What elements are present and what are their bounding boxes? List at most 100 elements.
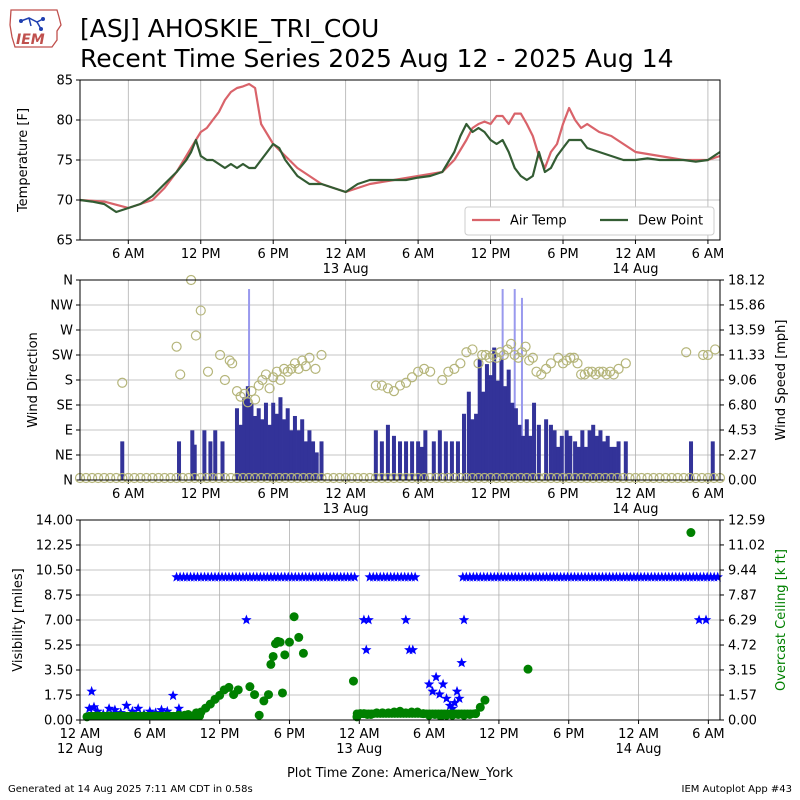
wind-speed-bar bbox=[202, 430, 207, 480]
wind-speed-bar bbox=[319, 441, 324, 480]
visibility-star bbox=[88, 701, 100, 712]
ceiling-marker bbox=[259, 696, 269, 706]
wind-direction-marker bbox=[388, 386, 400, 397]
wind-direction-marker bbox=[300, 361, 311, 372]
wind-direction-calm-marker bbox=[684, 472, 695, 484]
temp-ytick-label: 80 bbox=[56, 114, 73, 129]
wind-speed-bar bbox=[587, 430, 592, 480]
wind-speed-bar bbox=[710, 441, 715, 480]
wind-speed-bar bbox=[303, 441, 308, 480]
wind-direction-calm-marker bbox=[443, 472, 454, 484]
temp-xtick-label: 6 AM bbox=[112, 247, 145, 262]
wind-dir-tick-label: NW bbox=[50, 299, 73, 314]
wind-speed-bar bbox=[416, 441, 421, 480]
wind-direction-calm-marker bbox=[503, 472, 514, 484]
wind-direction-calm-marker bbox=[382, 472, 394, 484]
wind-direction-calm-marker bbox=[153, 472, 164, 484]
wind-xtick-label: 6 AM bbox=[402, 487, 435, 502]
wind-direction-calm-marker bbox=[678, 472, 689, 484]
wind-direction-calm-marker bbox=[569, 472, 581, 484]
wind-direction-calm-marker bbox=[171, 472, 182, 484]
wind-direction-marker bbox=[597, 366, 608, 377]
wind-direction-marker bbox=[246, 386, 257, 397]
wind-direction-marker bbox=[509, 349, 520, 361]
vis-xtick-label: 6 AM bbox=[134, 727, 167, 742]
visibility-star bbox=[127, 705, 138, 716]
wind-direction-marker bbox=[702, 349, 714, 361]
wind-direction-marker bbox=[286, 363, 297, 374]
legend-dew-point-label: Dew Point bbox=[638, 214, 703, 229]
temp-xtick-label: 6 PM bbox=[257, 247, 288, 262]
wind-speed-bar bbox=[190, 430, 195, 480]
wind-speed-bar bbox=[495, 380, 500, 480]
wind-dir-tick-label: NE bbox=[55, 449, 73, 464]
wind-direction-calm-marker bbox=[256, 472, 267, 484]
wind-direction-marker bbox=[275, 374, 286, 386]
wind-direction-marker bbox=[516, 347, 528, 358]
wind-speed-tick-label: 4.53 bbox=[728, 424, 757, 439]
temp-xtick-label: 6 PM bbox=[547, 247, 578, 262]
wind-speed-bar bbox=[292, 415, 297, 480]
wind-direction-calm-marker bbox=[400, 472, 412, 484]
wind-speed-bar bbox=[385, 424, 390, 480]
wind-direction-calm-marker bbox=[99, 472, 110, 484]
wind-direction-calm-marker bbox=[642, 472, 653, 484]
wind-speed-bar bbox=[278, 397, 283, 480]
vis-xtick-label: 12 AM bbox=[618, 727, 659, 742]
wind-xtick-date: 13 Aug bbox=[323, 502, 369, 517]
wind-direction-calm-marker bbox=[322, 472, 333, 484]
wind-direction-marker bbox=[304, 352, 315, 363]
wind-speed-bar bbox=[470, 419, 475, 480]
wind-direction-calm-marker bbox=[135, 472, 146, 484]
wind-direction-calm-marker bbox=[654, 472, 665, 484]
vis-ytick-label: 10.50 bbox=[36, 564, 73, 579]
wind-direction-calm-marker bbox=[539, 472, 551, 484]
wind-direction-calm-marker bbox=[479, 472, 490, 484]
wind-direction-calm-marker bbox=[618, 472, 629, 484]
visibility-star bbox=[456, 657, 467, 668]
wind-direction-marker bbox=[579, 369, 590, 380]
wind-direction-marker bbox=[400, 377, 412, 388]
wind-direction-calm-marker bbox=[551, 472, 563, 484]
wind-direction-marker bbox=[376, 380, 387, 391]
wind-direction-calm-marker bbox=[419, 472, 430, 484]
visibility-star bbox=[454, 693, 465, 703]
wind-direction-marker bbox=[524, 355, 535, 366]
wind-direction-marker bbox=[242, 397, 253, 408]
wind-direction-marker bbox=[473, 358, 484, 369]
wind-direction-calm-marker bbox=[280, 472, 291, 484]
wind-speed-bar bbox=[213, 430, 218, 480]
wind-direction-calm-marker bbox=[648, 472, 659, 484]
wind-direction-calm-marker bbox=[666, 472, 677, 484]
visibility-star bbox=[363, 614, 374, 625]
wind-speed-bar bbox=[598, 430, 603, 480]
wind-direction-calm-marker bbox=[582, 472, 593, 484]
wind-speed-bar bbox=[532, 402, 537, 480]
temp-ytick-label: 75 bbox=[56, 154, 73, 169]
wind-direction-marker bbox=[467, 344, 478, 355]
wind-direction-marker bbox=[443, 366, 454, 377]
wind-gust-bar bbox=[520, 297, 523, 480]
wind-direction-calm-marker bbox=[630, 472, 641, 484]
wind-direction-marker bbox=[268, 372, 279, 383]
visibility-star bbox=[449, 697, 460, 708]
visibility-star bbox=[121, 700, 132, 711]
wind-speed-bar bbox=[552, 430, 557, 480]
ceiling-marker bbox=[151, 711, 161, 721]
wind-direction-calm-marker bbox=[298, 472, 309, 484]
wind-speed-bar bbox=[120, 441, 125, 480]
wind-speed-bar bbox=[449, 441, 454, 480]
visibility-star bbox=[358, 614, 370, 625]
wind-direction-marker bbox=[195, 305, 206, 316]
ceiling-marker bbox=[268, 651, 278, 661]
wind-direction-marker bbox=[271, 366, 282, 377]
wind-speed-ylabel: Wind Speed [mph] bbox=[774, 320, 789, 441]
iowa-state-outline-icon: IEM bbox=[9, 9, 62, 48]
wind-direction-marker bbox=[541, 363, 552, 374]
visibility-star bbox=[693, 614, 705, 625]
wind-speed-bar bbox=[249, 402, 254, 480]
ceiling-marker bbox=[475, 702, 485, 712]
wind-direction-marker bbox=[171, 341, 182, 352]
wind-speed-bar bbox=[503, 386, 508, 480]
ceiling-ytick-label: 11.02 bbox=[728, 538, 765, 553]
